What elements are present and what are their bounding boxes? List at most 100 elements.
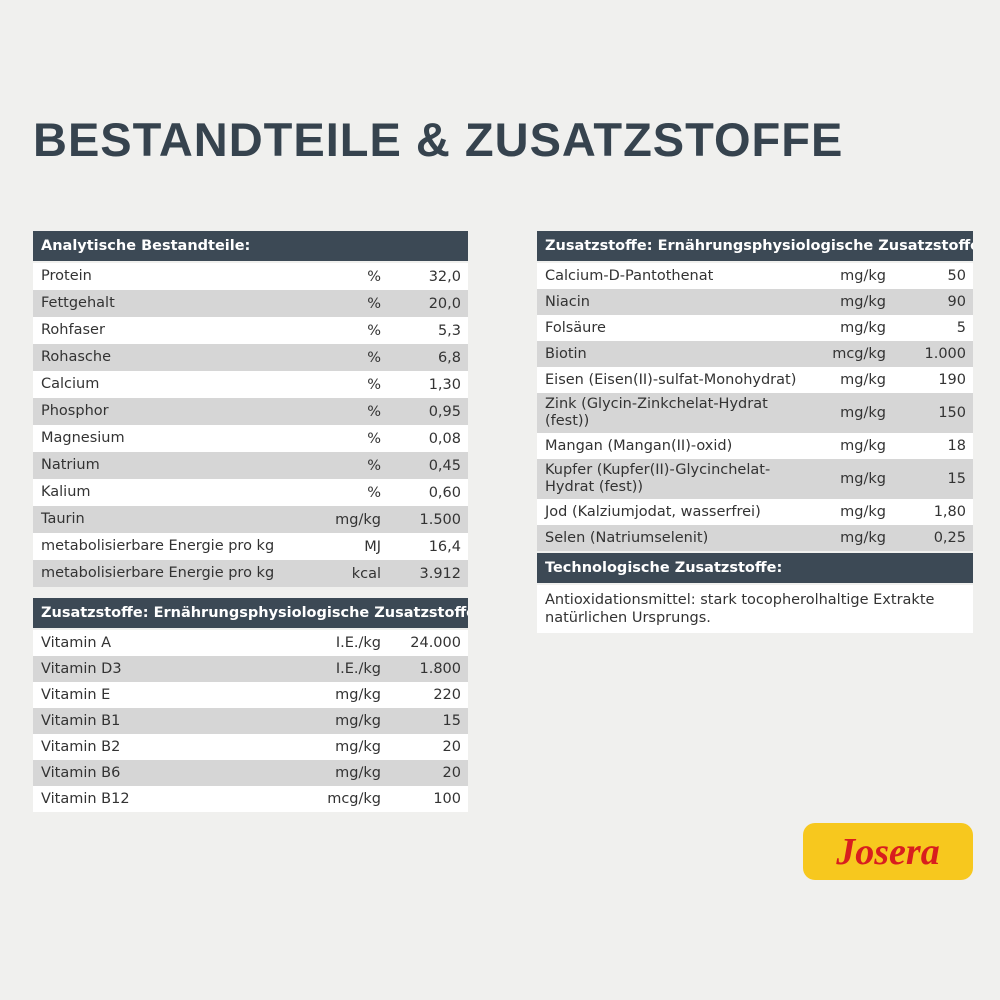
row-name: Calcium-D-Pantothenat bbox=[545, 267, 714, 284]
row-unit: mg/kg bbox=[335, 713, 381, 729]
table-header: Technologische Zusatzstoffe: bbox=[537, 553, 973, 583]
row-unit: mg/kg bbox=[840, 405, 886, 421]
table-row: Protein% 32,0 bbox=[33, 263, 468, 290]
vitamin-table: Zusatzstoffe: Ernährungsphysiologische Z… bbox=[33, 598, 468, 812]
table-row: Biotin mcg/kg 1.000 bbox=[537, 341, 973, 367]
row-name: Rohfaser bbox=[41, 322, 105, 338]
row-name: Zink (Glycin-Zinkchelat-Hydrat (fest)) bbox=[545, 396, 768, 429]
row-value: 1.800 bbox=[419, 661, 461, 677]
row-value: 100 bbox=[433, 791, 461, 807]
row-value: 3.912 bbox=[419, 565, 461, 582]
logo-text: Josera bbox=[836, 830, 940, 873]
table-row: Selen (Natriumselenit) mg/kg 0,25 bbox=[537, 525, 973, 551]
table-row: Vitamin A I.E./kg 24.000 bbox=[33, 630, 468, 656]
row-name: Jod (Kalziumjodat, wasserfrei) bbox=[545, 503, 761, 520]
row-name: Folsäure bbox=[545, 319, 606, 336]
row-name: Vitamin B6 bbox=[41, 764, 121, 781]
row-value: 220 bbox=[433, 687, 461, 703]
row-name: Calcium bbox=[41, 376, 100, 392]
row-unit: mg/kg bbox=[840, 471, 886, 487]
table-row: Niacin mg/kg 90 bbox=[537, 289, 973, 315]
row-value: 190 bbox=[938, 372, 966, 388]
row-value: 1,30 bbox=[428, 376, 461, 393]
table-row: Zink (Glycin-Zinkchelat-Hydrat (fest)) mg… bbox=[537, 393, 973, 433]
table-header: Analytische Bestandteile: bbox=[33, 231, 468, 261]
table-row: Vitamin B12 mcg/kg 100 bbox=[33, 786, 468, 812]
row-value: 50 bbox=[947, 268, 966, 284]
table-row: Vitamin B1 mg/kg 15 bbox=[33, 708, 468, 734]
row-unit: mg/kg bbox=[335, 739, 381, 755]
row-name: Vitamin A bbox=[41, 634, 112, 651]
row-unit: I.E./kg bbox=[335, 661, 381, 677]
table-row: Mangan (Mangan(II)-oxid) mg/kg 18 bbox=[537, 433, 973, 459]
row-value: 24.000 bbox=[410, 635, 461, 651]
row-name: Phosphor bbox=[41, 403, 109, 419]
row-unit: kcal bbox=[351, 565, 381, 582]
row-unit: % bbox=[367, 349, 381, 366]
table-row: Calcium% 1,30 bbox=[33, 371, 468, 398]
row-value: 32,0 bbox=[428, 268, 461, 285]
row-value: 15 bbox=[947, 471, 966, 487]
row-unit: mcg/kg bbox=[327, 791, 381, 807]
row-unit: % bbox=[367, 322, 381, 339]
table-header: Zusatzstoffe: Ernährungsphysiologische Z… bbox=[33, 598, 468, 628]
table-row: Rohasche% 6,8 bbox=[33, 344, 468, 371]
row-name: metabolisierbare Energie pro kg bbox=[41, 538, 275, 554]
row-name: Kalium bbox=[41, 484, 91, 500]
table-row: Calcium-D-Pantothenat mg/kg 50 bbox=[537, 263, 973, 289]
row-unit: % bbox=[367, 457, 381, 474]
row-unit: % bbox=[367, 430, 381, 447]
table-row: metabolisierbare Energie pro kg kcal 3.912 bbox=[33, 560, 468, 587]
row-value: 6,8 bbox=[437, 349, 461, 366]
table-body: Calcium-D-Pantothenat mg/kg 50 Niacin mg/kg 9… bbox=[537, 263, 973, 551]
row-name: Vitamin B1 bbox=[41, 712, 121, 729]
row-value: 0,45 bbox=[428, 457, 461, 474]
row-unit: % bbox=[367, 484, 381, 501]
table-row: Vitamin B6 mg/kg 20 bbox=[33, 760, 468, 786]
row-unit: % bbox=[367, 268, 381, 285]
table-row: Magnesium% 0,08 bbox=[33, 425, 468, 452]
table-text: Antioxidationsmittel: stark tocopherolha… bbox=[537, 585, 973, 633]
row-unit: mg/kg bbox=[335, 687, 381, 703]
trace-element-table: Zusatzstoffe: Ernährungsphysiologische Z… bbox=[537, 231, 973, 551]
table-row: Natrium% 0,45 bbox=[33, 452, 468, 479]
logo: Josera bbox=[803, 823, 973, 880]
row-value: 1.000 bbox=[924, 346, 966, 362]
table-row: Rohfaser% 5,3 bbox=[33, 317, 468, 344]
row-value: 5 bbox=[956, 320, 966, 336]
analytic-table: Analytische Bestandteile: Protein% 32,0 Fet… bbox=[33, 231, 468, 587]
row-name: Fettgehalt bbox=[41, 295, 115, 311]
table-row: Folsäure mg/kg 5 bbox=[537, 315, 973, 341]
row-name: Niacin bbox=[545, 293, 590, 310]
row-name: Magnesium bbox=[41, 430, 125, 446]
row-name: Vitamin B12 bbox=[41, 790, 130, 807]
table-body: Protein% 32,0 Fettgehalt% 20,0 Rohfaser% 5,3 R… bbox=[33, 263, 468, 587]
table-row: Vitamin B2 mg/kg 20 bbox=[33, 734, 468, 760]
table-row: metabolisierbare Energie pro kg MJ 16,4 bbox=[33, 533, 468, 560]
table-row: Vitamin D3 I.E./kg 1.800 bbox=[33, 656, 468, 682]
row-name: Kupfer (Kupfer(II)-Glycinchelat-Hydrat (… bbox=[545, 462, 771, 495]
table-body: Vitamin A I.E./kg 24.000 Vitamin D3 I.E./kg 1… bbox=[33, 630, 468, 812]
table-row: Phosphor% 0,95 bbox=[33, 398, 468, 425]
row-unit: mg/kg bbox=[840, 268, 886, 284]
table-header: Zusatzstoffe: Ernährungsphysiologische Z… bbox=[537, 231, 973, 261]
row-unit: mg/kg bbox=[840, 504, 886, 520]
row-value: 15 bbox=[442, 713, 461, 729]
row-unit: mg/kg bbox=[840, 294, 886, 310]
row-value: 20,0 bbox=[428, 295, 461, 312]
row-value: 20 bbox=[442, 739, 461, 755]
row-unit: mg/kg bbox=[840, 530, 886, 546]
row-value: 0,60 bbox=[428, 484, 461, 501]
row-name: Taurin bbox=[41, 511, 85, 527]
row-name: Vitamin B2 bbox=[41, 738, 121, 755]
row-unit: mg/kg bbox=[840, 372, 886, 388]
row-name: Mangan (Mangan(II)-oxid) bbox=[545, 437, 733, 454]
row-value: 0,95 bbox=[428, 403, 461, 420]
row-unit: mg/kg bbox=[335, 765, 381, 781]
row-value: 5,3 bbox=[437, 322, 461, 339]
row-value: 20 bbox=[442, 765, 461, 781]
table-row: Taurin mg/kg 1.500 bbox=[33, 506, 468, 533]
row-name: metabolisierbare Energie pro kg bbox=[41, 565, 275, 581]
row-unit: % bbox=[367, 376, 381, 393]
